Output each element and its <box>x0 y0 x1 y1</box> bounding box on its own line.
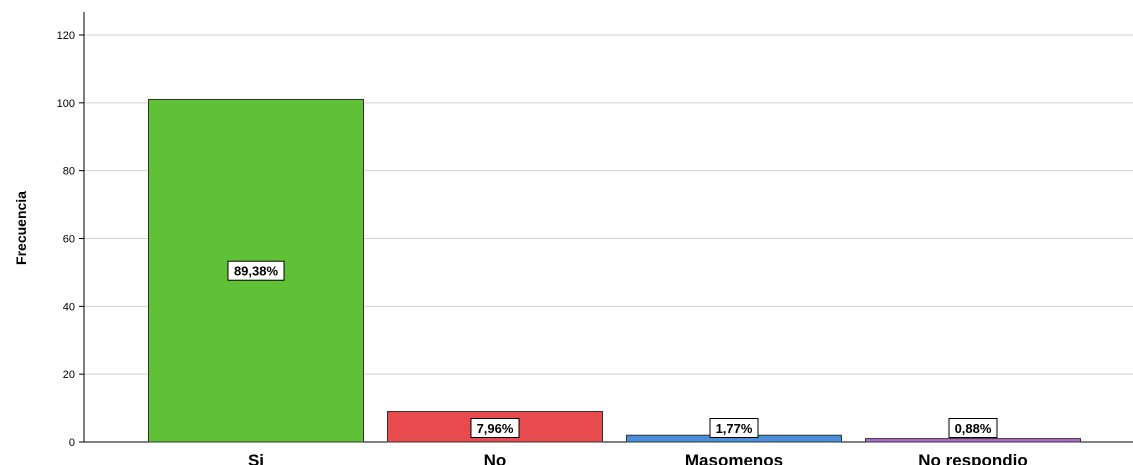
x-tick-label: No respondio <box>918 451 1028 465</box>
y-tick-label: 100 <box>57 98 75 110</box>
data-label-box <box>470 418 520 438</box>
y-tick-label: 120 <box>57 30 75 42</box>
y-tick-label: 60 <box>63 234 75 246</box>
data-label: 1,77% <box>716 421 753 436</box>
x-axis-labels: Si No Masomenos No respondio <box>248 451 1028 465</box>
data-label: 0,88% <box>955 421 992 436</box>
y-tick-label: 80 <box>63 166 75 178</box>
y-tick-label: 20 <box>63 369 75 381</box>
y-tick-label: 0 <box>69 437 75 449</box>
data-label: 7,96% <box>477 421 514 436</box>
data-label-box <box>948 418 998 438</box>
data-label: 89,38% <box>234 264 279 279</box>
data-label-box <box>709 418 759 438</box>
x-tick-label: Masomenos <box>685 451 783 465</box>
y-tick-label: 40 <box>63 301 75 313</box>
bar-no-respondio <box>865 438 1081 443</box>
bars: 89,38% 7,96% 1,77% 0,88% <box>148 98 1081 443</box>
x-tick-label: No <box>484 451 507 465</box>
data-label-box <box>227 260 285 281</box>
y-axis-title: Frecuencia <box>13 191 29 265</box>
x-tick-label: Si <box>248 451 264 465</box>
